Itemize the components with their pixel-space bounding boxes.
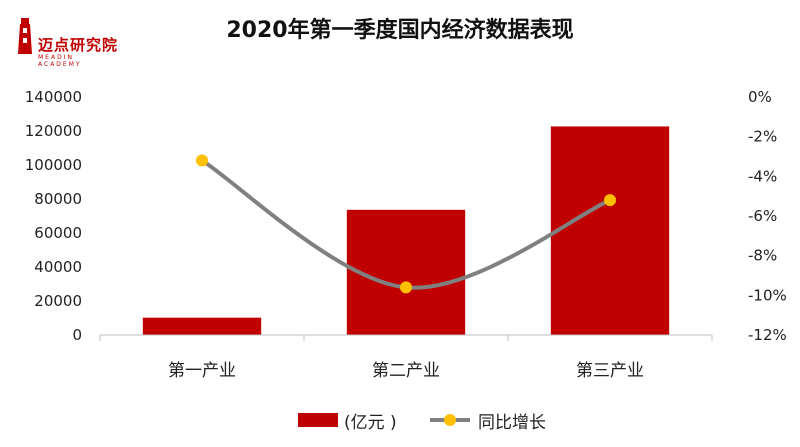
y-left-tick-label: 120000 <box>25 122 82 140</box>
y-left-tick-label: 80000 <box>34 190 82 208</box>
y-right-tick-label: 0% <box>748 88 772 106</box>
y-left-tick-label: 60000 <box>34 224 82 242</box>
legend-bar-swatch <box>298 413 338 427</box>
x-tick-label: 第一产业 <box>168 361 236 381</box>
growth-point <box>400 281 412 294</box>
logo-text: 迈点研究院 <box>38 36 119 54</box>
legend-line-item: 同比增长 <box>428 405 546 435</box>
y-right-tick-label: -12% <box>748 326 787 344</box>
logo-subtext: MEADIN ACADEMY <box>38 54 82 68</box>
chart-canvas: 0 20000 40000 60000 80000 100000 120000 140000 0… <box>25 88 787 381</box>
x-tick-label: 第三产业 <box>576 361 644 381</box>
legend-bar-label: (亿元 ) <box>344 412 397 433</box>
lighthouse-icon <box>18 18 32 54</box>
y-left-tick-label: 20000 <box>34 292 82 310</box>
bar <box>142 317 262 335</box>
legend-bar-item: (亿元 ) <box>298 405 397 435</box>
chart-title: 2020年第一季度国内经济数据表现 <box>226 18 574 43</box>
growth-point <box>604 194 616 207</box>
legend: (亿元 ) 同比增长 <box>0 405 800 435</box>
y-left-tick-label: 140000 <box>25 88 82 106</box>
bar <box>346 209 466 335</box>
y-left-tick-label: 0 <box>72 326 82 344</box>
y-right-tick-label: -6% <box>748 207 777 225</box>
y-right-tick-label: -10% <box>748 286 787 304</box>
logo: 迈点研究院 MEADIN ACADEMY <box>8 10 119 68</box>
bar <box>550 126 670 335</box>
y-right-tick-label: -8% <box>748 247 777 265</box>
x-tick-label: 第二产业 <box>372 361 440 381</box>
legend-line-swatch <box>430 414 470 426</box>
legend-line-label: 同比增长 <box>478 412 546 433</box>
growth-point <box>196 154 208 167</box>
y-left-tick-label: 100000 <box>25 156 82 174</box>
y-right-tick-label: -4% <box>748 167 777 185</box>
y-right-tick-label: -2% <box>748 128 777 146</box>
y-left-tick-label: 40000 <box>34 258 82 276</box>
